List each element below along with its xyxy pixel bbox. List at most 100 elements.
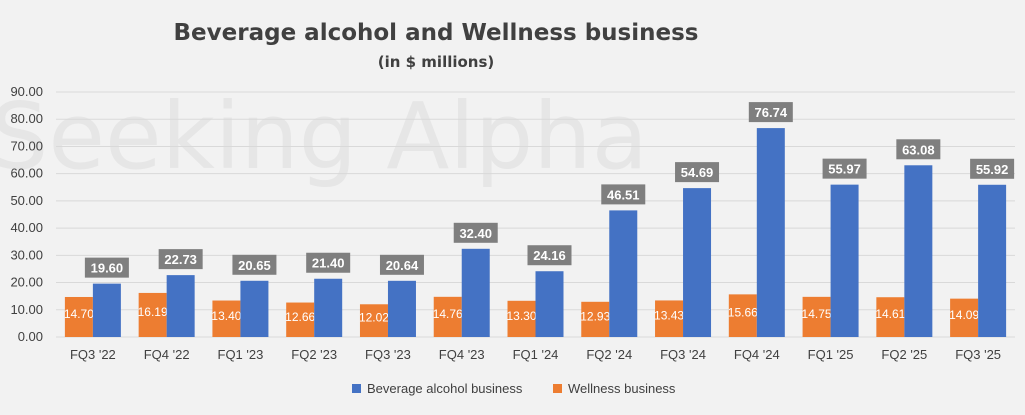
wellness-bar [802, 296, 831, 337]
x-axis-ticks: FQ3 '22 FQ4 '22 FQ1 '23 FQ2 '23 FQ3 '23 FQ4 '… [70, 347, 1001, 362]
y-tick-label: 0.00 [18, 329, 43, 344]
y-tick-label: 20.00 [10, 275, 43, 290]
beverage-bar [387, 280, 416, 337]
x-tick-label: FQ4 '22 [144, 347, 190, 362]
beverage-data-label-box [896, 139, 941, 160]
beverage-bar [240, 280, 269, 337]
beverage-data-label-box [675, 162, 720, 183]
wellness-data-label: 12.02 [359, 311, 389, 325]
y-tick-label: 70.00 [10, 138, 43, 153]
y-tick-label: 50.00 [10, 193, 43, 208]
x-tick-label: FQ4 '24 [734, 347, 780, 362]
beverage-bar [904, 165, 933, 337]
wellness-bar [359, 304, 388, 337]
wellness-bar [433, 296, 462, 337]
wellness-bar [138, 292, 167, 337]
beverage-data-label: 55.92 [976, 162, 1009, 177]
wellness-data-label: 14.76 [433, 307, 463, 321]
legend: Beverage alcohol business Wellness busin… [352, 381, 676, 396]
beverage-bar [314, 278, 343, 337]
beverage-bar [609, 210, 638, 337]
x-tick-label: FQ2 '24 [586, 347, 632, 362]
wellness-bar [212, 300, 241, 337]
beverage-bar [830, 184, 859, 337]
beverage-data-label-box [158, 249, 203, 270]
chart-title: Beverage alcohol and Wellness business [174, 20, 699, 46]
wellness-data-label: 13.43 [654, 309, 684, 323]
beverage-bar [756, 128, 785, 337]
wellness-data-label: 13.30 [506, 309, 536, 323]
wellness-data-label: 14.75 [802, 307, 832, 321]
beverage-data-label-box [232, 254, 277, 275]
wellness-data-label: 15.66 [728, 306, 758, 320]
beverage-data-label-box [453, 222, 498, 243]
chart-subtitle: (in $ millions) [378, 53, 495, 71]
wellness-bar [876, 297, 905, 337]
legend-label-wellness: Wellness business [568, 381, 676, 396]
x-tick-label: FQ3 '25 [955, 347, 1001, 362]
beverage-data-label: 32.40 [459, 226, 492, 241]
y-tick-label: 90.00 [10, 84, 43, 99]
x-tick-label: FQ1 '24 [513, 347, 559, 362]
wellness-data-label: 12.66 [285, 310, 315, 324]
wellness-data-label: 13.40 [211, 309, 241, 323]
beverage-bar [535, 271, 564, 337]
beverage-data-label: 55.97 [828, 162, 861, 177]
wellness-bar [581, 301, 610, 337]
wellness-data-label: 12.93 [580, 309, 610, 323]
wellness-bar [286, 302, 315, 337]
y-tick-label: 30.00 [10, 247, 43, 262]
beverage-data-label-box [84, 257, 129, 278]
legend-label-beverage: Beverage alcohol business [367, 381, 523, 396]
beverage-bar [461, 248, 490, 337]
legend-swatch-beverage [352, 384, 361, 393]
x-tick-label: FQ3 '23 [365, 347, 411, 362]
wellness-bar [64, 296, 93, 337]
beverage-data-label: 46.51 [607, 187, 640, 202]
y-tick-label: 10.00 [10, 302, 43, 317]
wellness-bar [507, 300, 536, 337]
beverage-data-label-box [970, 158, 1015, 179]
x-tick-label: FQ1 '25 [808, 347, 854, 362]
wellness-bar [950, 298, 979, 337]
beverage-data-label: 19.60 [91, 261, 124, 276]
beverage-data-label: 20.64 [386, 258, 419, 273]
x-tick-label: FQ3 '22 [70, 347, 116, 362]
beverage-data-label: 76.74 [755, 105, 788, 120]
x-tick-label: FQ4 '23 [439, 347, 485, 362]
beverage-bar [978, 184, 1007, 337]
x-tick-label: FQ1 '23 [218, 347, 264, 362]
beverage-data-label: 54.69 [681, 165, 714, 180]
beverage-data-label: 24.16 [533, 248, 566, 263]
beverage-bar [683, 188, 712, 337]
wellness-data-label: 16.19 [138, 305, 168, 319]
watermark: Seeking Alpha [0, 83, 648, 190]
wellness-data-label: 14.61 [875, 307, 905, 321]
y-axis-ticks: 0.00 10.00 20.00 30.00 40.00 50.00 60.00 70.00 8… [10, 84, 43, 344]
beverage-data-label: 20.65 [238, 258, 271, 273]
legend-swatch-wellness [553, 384, 562, 393]
wellness-bar [728, 294, 757, 337]
beverage-data-label-box [822, 158, 867, 179]
wellness-bar [655, 300, 684, 337]
x-tick-label: FQ2 '25 [881, 347, 927, 362]
x-tick-label: FQ3 '24 [660, 347, 706, 362]
x-tick-label: FQ2 '23 [291, 347, 337, 362]
beverage-data-label-box [527, 245, 572, 266]
beverage-data-label-box [379, 254, 424, 275]
beverage-data-label-box [306, 252, 351, 273]
bars: 14.70 19.60 16.19 22.73 13.40 20.65 12.66 21.40… [64, 102, 1015, 337]
beverage-data-label: 22.73 [164, 252, 197, 267]
wellness-data-label: 14.70 [64, 307, 94, 321]
beverage-bar [92, 283, 121, 337]
y-tick-label: 40.00 [10, 220, 43, 235]
wellness-data-label: 14.09 [949, 308, 979, 322]
y-tick-label: 80.00 [10, 111, 43, 126]
y-tick-label: 60.00 [10, 166, 43, 181]
beverage-data-label-box [748, 102, 793, 123]
beverage-bar [166, 275, 195, 337]
beverage-data-label: 63.08 [902, 142, 935, 157]
beverage-data-label-box [601, 184, 646, 205]
beverage-data-label: 21.40 [312, 256, 345, 271]
